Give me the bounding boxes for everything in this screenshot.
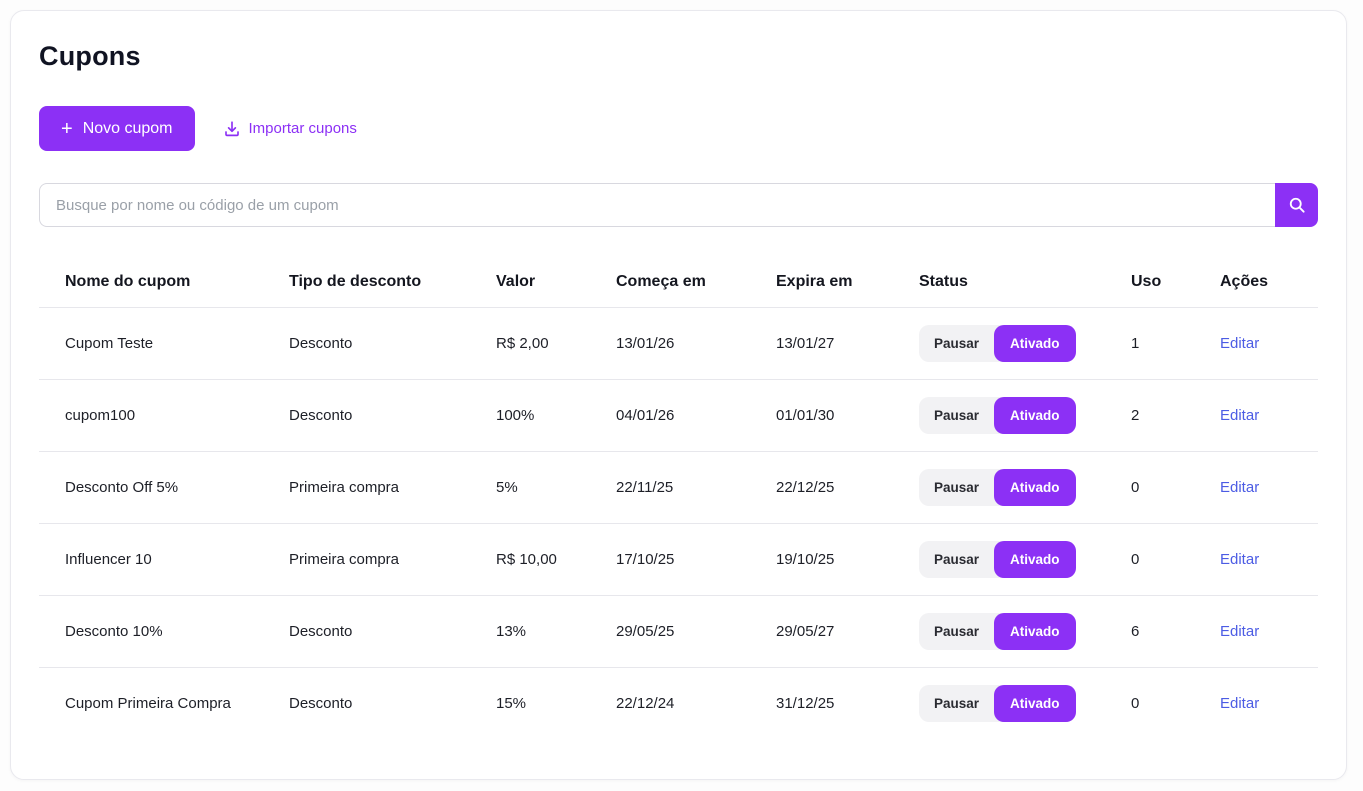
coupon-expires: 31/12/25 bbox=[776, 695, 835, 713]
header-value: Valor bbox=[488, 259, 608, 308]
coupon-name: Cupom Primeira Compra bbox=[65, 695, 231, 713]
coupon-starts: 22/11/25 bbox=[608, 451, 768, 524]
edit-link[interactable]: Editar bbox=[1220, 623, 1260, 640]
coupon-uses: 1 bbox=[1123, 307, 1212, 380]
table-row: cupom100 Desconto 100% 04/01/26 01/01/30… bbox=[39, 379, 1318, 452]
coupon-type: Desconto bbox=[289, 695, 353, 713]
header-starts: Começa em bbox=[608, 259, 768, 308]
header-type: Tipo de desconto bbox=[281, 259, 488, 308]
coupon-type: Desconto bbox=[281, 307, 488, 380]
active-button[interactable]: Ativado bbox=[994, 613, 1076, 650]
edit-link[interactable]: Editar bbox=[1220, 695, 1260, 713]
pause-button[interactable]: Pausar bbox=[919, 541, 994, 578]
edit-link[interactable]: Editar bbox=[1220, 335, 1260, 352]
active-button[interactable]: Ativado bbox=[994, 397, 1076, 434]
table-row: Cupom Primeira Compra Desconto 15% 22/12… bbox=[39, 668, 1318, 740]
search-icon bbox=[1287, 195, 1307, 215]
import-coupons-link[interactable]: Importar cupons bbox=[223, 120, 357, 138]
pause-button[interactable]: Pausar bbox=[919, 613, 994, 650]
header-uses: Uso bbox=[1123, 259, 1212, 308]
coupon-name: Desconto Off 5% bbox=[39, 451, 281, 524]
table-row: Desconto Off 5% Primeira compra 5% 22/11… bbox=[39, 451, 1318, 524]
active-button[interactable]: Ativado bbox=[994, 541, 1076, 578]
status-toggle: Pausar Ativado bbox=[919, 325, 1076, 362]
coupon-name: Desconto 10% bbox=[39, 595, 281, 668]
pause-button[interactable]: Pausar bbox=[919, 397, 994, 434]
coupon-starts: 22/12/24 bbox=[616, 695, 675, 713]
header-name: Nome do cupom bbox=[39, 259, 281, 308]
active-button[interactable]: Ativado bbox=[994, 685, 1076, 723]
coupons-table: Nome do cupom Tipo de desconto Valor Com… bbox=[39, 259, 1318, 740]
table-header-row: Nome do cupom Tipo de desconto Valor Com… bbox=[39, 259, 1318, 308]
coupon-type: Desconto bbox=[281, 379, 488, 452]
coupon-type: Primeira compra bbox=[281, 451, 488, 524]
coupon-name: Cupom Teste bbox=[39, 307, 281, 380]
plus-icon: + bbox=[61, 117, 73, 140]
coupon-expires: 01/01/30 bbox=[768, 379, 911, 452]
status-toggle: Pausar Ativado bbox=[919, 685, 1076, 723]
coupon-type: Desconto bbox=[281, 595, 488, 668]
coupon-expires: 29/05/27 bbox=[768, 595, 911, 668]
coupon-uses: 6 bbox=[1123, 595, 1212, 668]
table-row: Desconto 10% Desconto 13% 29/05/25 29/05… bbox=[39, 595, 1318, 668]
edit-link[interactable]: Editar bbox=[1220, 479, 1260, 496]
coupon-expires: 13/01/27 bbox=[768, 307, 911, 380]
coupon-name: Influencer 10 bbox=[39, 523, 281, 596]
coupon-value: 15% bbox=[496, 695, 527, 713]
status-toggle: Pausar Ativado bbox=[919, 397, 1076, 434]
coupon-uses: 2 bbox=[1123, 379, 1212, 452]
coupon-uses: 0 bbox=[1123, 451, 1212, 524]
pause-button[interactable]: Pausar bbox=[919, 685, 994, 722]
coupon-starts: 17/10/25 bbox=[608, 523, 768, 596]
active-button[interactable]: Ativado bbox=[994, 325, 1076, 362]
edit-link[interactable]: Editar bbox=[1220, 551, 1260, 568]
coupon-value: 100% bbox=[488, 379, 608, 452]
status-toggle: Pausar Ativado bbox=[919, 613, 1076, 650]
status-toggle: Pausar Ativado bbox=[919, 469, 1076, 506]
search-input[interactable] bbox=[39, 183, 1275, 227]
coupon-starts: 04/01/26 bbox=[608, 379, 768, 452]
coupon-uses: 0 bbox=[1123, 523, 1212, 596]
new-coupon-button[interactable]: + Novo cupom bbox=[39, 106, 195, 151]
coupon-value: R$ 10,00 bbox=[488, 523, 608, 596]
new-coupon-label: Novo cupom bbox=[82, 119, 173, 137]
header-actions: Ações bbox=[1212, 259, 1318, 308]
active-button[interactable]: Ativado bbox=[994, 469, 1076, 506]
header-expires: Expira em bbox=[768, 259, 911, 308]
coupon-type: Primeira compra bbox=[281, 523, 488, 596]
coupon-starts: 29/05/25 bbox=[608, 595, 768, 668]
edit-link[interactable]: Editar bbox=[1220, 407, 1260, 424]
coupon-starts: 13/01/26 bbox=[608, 307, 768, 380]
table-row: Cupom Teste Desconto R$ 2,00 13/01/26 13… bbox=[39, 307, 1318, 380]
download-icon bbox=[223, 120, 241, 138]
coupon-uses: 0 bbox=[1131, 695, 1140, 713]
coupon-name: cupom100 bbox=[39, 379, 281, 452]
import-coupons-label: Importar cupons bbox=[248, 120, 357, 137]
status-toggle: Pausar Ativado bbox=[919, 541, 1076, 578]
search-button[interactable] bbox=[1275, 183, 1318, 227]
header-status: Status bbox=[911, 259, 1123, 308]
pause-button[interactable]: Pausar bbox=[919, 469, 994, 506]
coupon-value: R$ 2,00 bbox=[488, 307, 608, 380]
search-bar bbox=[39, 183, 1318, 227]
pause-button[interactable]: Pausar bbox=[919, 325, 994, 362]
page-title: Cupons bbox=[39, 41, 141, 71]
coupon-expires: 22/12/25 bbox=[768, 451, 911, 524]
coupon-expires: 19/10/25 bbox=[768, 523, 911, 596]
table-row: Influencer 10 Primeira compra R$ 10,00 1… bbox=[39, 523, 1318, 596]
actions-row: + Novo cupom Importar cupons bbox=[39, 106, 1318, 151]
coupon-value: 5% bbox=[488, 451, 608, 524]
coupons-card: Cupons + Novo cupom Importar cupons bbox=[10, 10, 1347, 780]
coupon-value: 13% bbox=[488, 595, 608, 668]
